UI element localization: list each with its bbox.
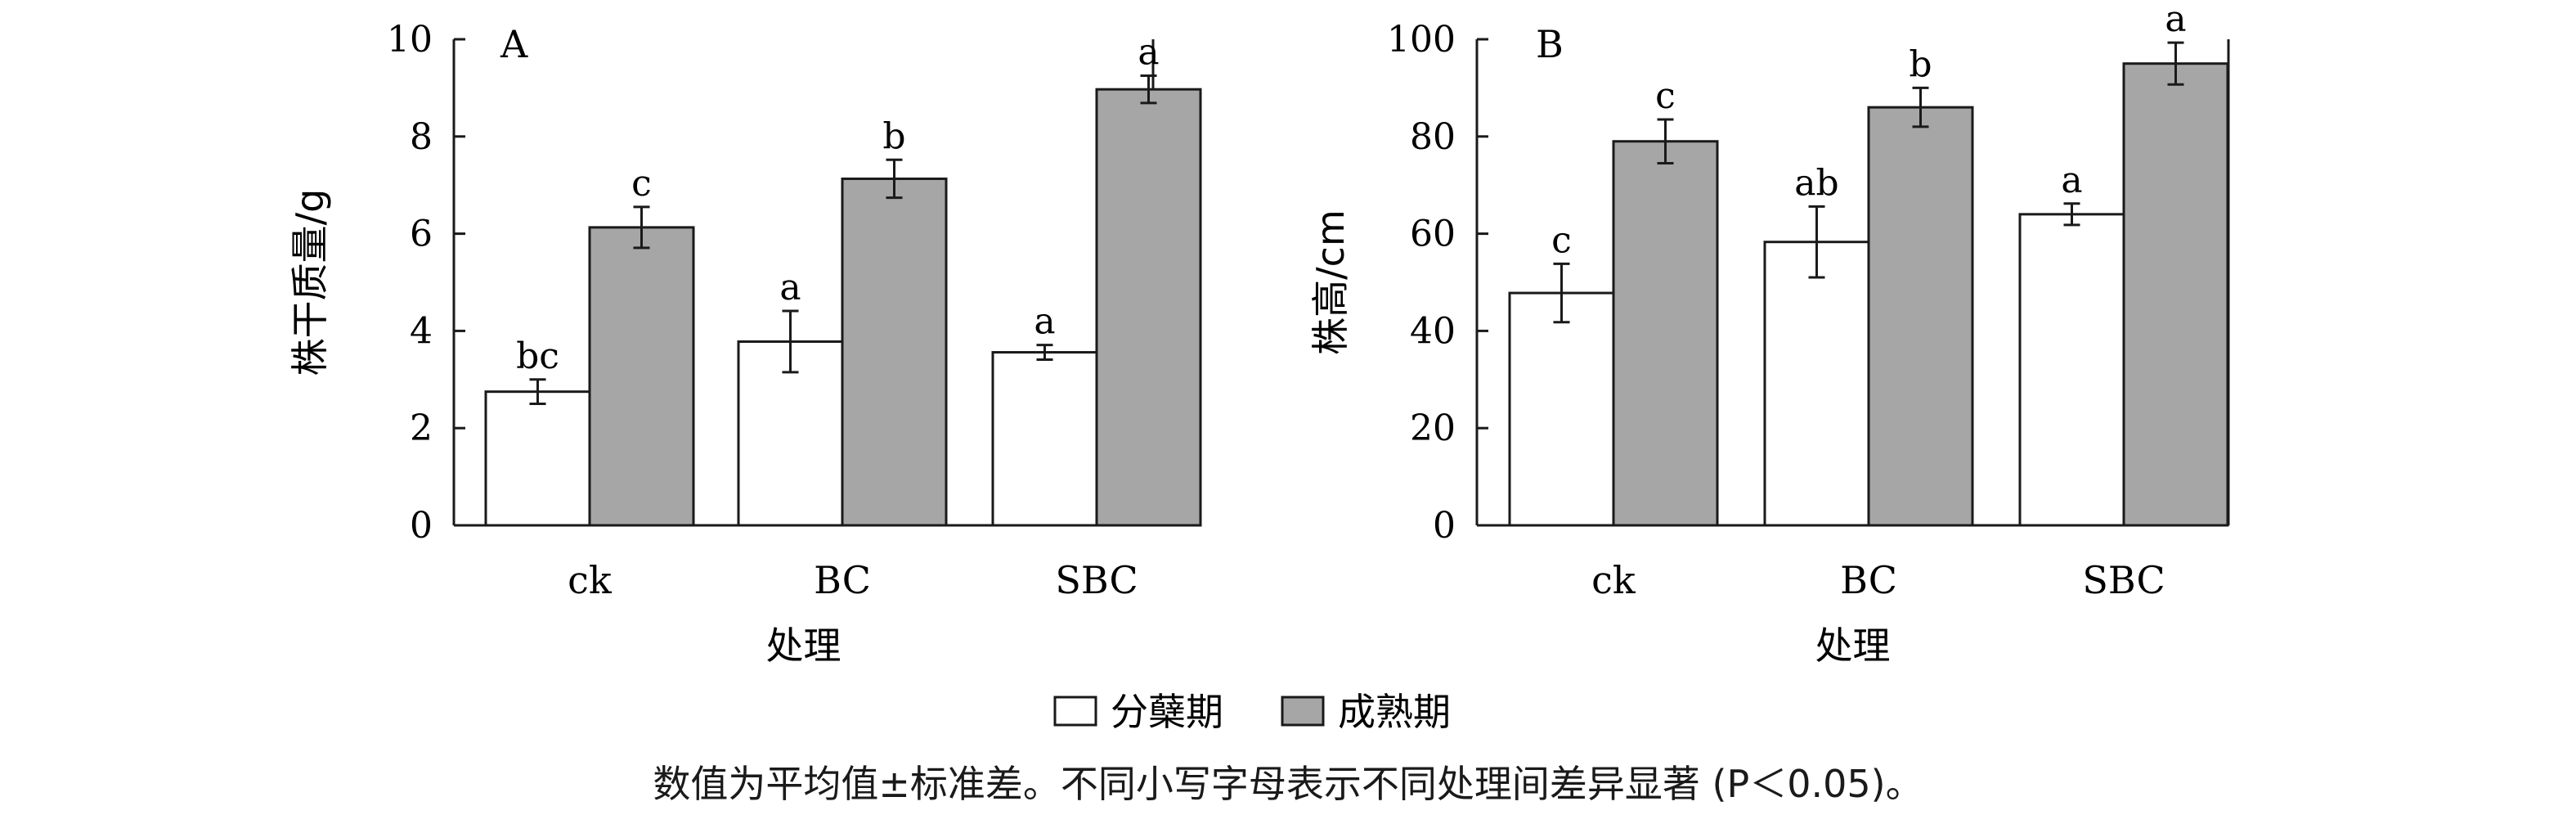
y-tick-label: 60 — [1410, 214, 1456, 255]
y-tick-label: 0 — [1433, 505, 1456, 547]
significance-label: c — [1655, 75, 1676, 117]
x-axis-label: 处理 — [1815, 624, 1891, 668]
x-tick-label: SBC — [2082, 558, 2165, 602]
x-tick-label: ck — [1591, 558, 1636, 602]
y-tick-label: 4 — [410, 310, 433, 352]
y-tick-label: 80 — [1410, 116, 1456, 158]
chart-panel-b: 0 20 40 60 80 100 ck BC SBC 处理 株高/cm Bc ab a c b a — [1308, 0, 2230, 668]
bar-tillering — [1508, 291, 1615, 527]
significance-label: b — [1909, 43, 1932, 85]
bar-tillering — [484, 390, 591, 527]
y-axis-label: 株高/cm — [1308, 209, 1353, 355]
panel-label: B — [1536, 22, 1564, 66]
y-tick-label: 100 — [1387, 19, 1456, 61]
significance-label: a — [1138, 32, 1159, 74]
significance-label: a — [2061, 160, 2082, 201]
y-tick-label: 2 — [410, 407, 433, 449]
bar-maturity — [1867, 106, 1974, 527]
y-tick-label: 20 — [1410, 407, 1456, 449]
legend-label: 成熟期 — [1338, 690, 1451, 734]
significance-label: bc — [516, 335, 559, 377]
bar-maturity — [841, 177, 948, 527]
x-tick-label: ck — [568, 558, 613, 602]
significance-label: c — [631, 163, 652, 205]
figure-note: 数值为平均值±标准差。不同小写字母表示不同处理间差异显著 (P＜0.05)。 — [653, 762, 1923, 806]
x-axis-label: 处理 — [766, 624, 841, 668]
y-tick-label: 40 — [1410, 310, 1456, 352]
bar-maturity — [588, 226, 695, 527]
significance-label: c — [1551, 219, 1572, 261]
y-tick-label: 10 — [387, 19, 433, 61]
bar-tillering — [991, 351, 1098, 527]
legend-label: 分蘖期 — [1111, 690, 1223, 734]
legend: 分蘖期 成熟期 — [1053, 690, 1451, 734]
bar-tillering — [1763, 241, 1870, 527]
y-axis-label: 株干质量/g — [288, 189, 332, 376]
significance-label: ab — [1794, 162, 1838, 204]
x-tick-label: BC — [814, 558, 871, 602]
y-tick-label: 6 — [410, 214, 433, 255]
panel-label: A — [500, 22, 528, 66]
y-tick-label: 8 — [410, 116, 433, 158]
x-tick-label: BC — [1840, 558, 1897, 602]
bar-maturity — [2122, 62, 2229, 527]
legend-swatch — [1281, 696, 1325, 727]
legend-swatch — [1053, 696, 1097, 727]
bar-tillering — [2018, 213, 2125, 527]
x-tick-label: SBC — [1055, 558, 1138, 602]
significance-label: b — [882, 115, 905, 157]
significance-label: a — [1034, 301, 1055, 343]
bar-maturity — [1612, 140, 1719, 527]
bar-maturity — [1095, 88, 1202, 527]
chart-panel-a: 0 2 4 6 8 10 ck BC SBC 处理 株干质量/g Abc a a c b a — [288, 19, 1202, 668]
significance-label: a — [2165, 0, 2186, 40]
significance-label: a — [779, 267, 801, 308]
y-tick-label: 0 — [410, 505, 433, 547]
